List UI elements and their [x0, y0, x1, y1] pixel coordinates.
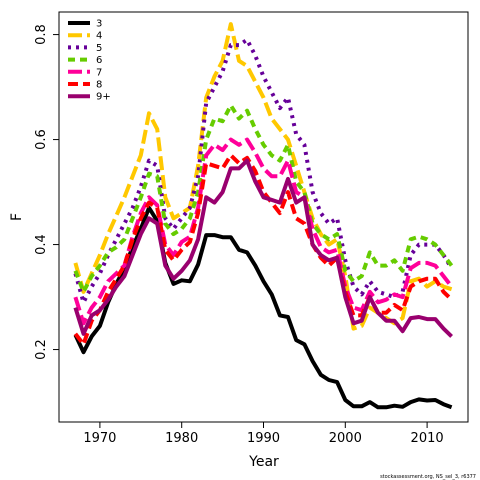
y-tick-label-1: 0.4 — [34, 234, 49, 255]
credit-text: stockassessment.org, NS_sel_3, r6377 — [380, 474, 476, 480]
x-axis-label: Year — [248, 454, 279, 470]
legend-label-8: 8 — [96, 80, 102, 91]
y-tick-label-0: 0.2 — [34, 339, 49, 360]
series-line-5 — [73, 37, 454, 305]
legend-label-5: 5 — [96, 43, 102, 54]
series-line-3 — [73, 205, 453, 410]
series-line-8 — [73, 153, 453, 347]
legend-label-7: 7 — [96, 67, 102, 78]
legend-label-9+: 9+ — [96, 92, 111, 103]
x-tick-label-0: 1970 — [83, 431, 116, 446]
legend-label-3: 3 — [96, 19, 102, 30]
legend-label-4: 4 — [96, 31, 102, 42]
y-axis-label: F — [9, 213, 25, 221]
y-tick-label-3: 0.8 — [34, 24, 49, 45]
series-line-7 — [73, 137, 454, 326]
series-line-6 — [73, 103, 454, 294]
y-tick-label-2: 0.6 — [34, 129, 49, 150]
y-axis: 0.2 0.4 0.6 0.8 — [34, 24, 59, 360]
legend-label-6: 6 — [96, 55, 102, 66]
x-tick-label-3: 2000 — [329, 431, 362, 446]
x-tick-label-2: 1990 — [247, 431, 280, 446]
series-line-9+ — [73, 158, 453, 338]
series-layer — [73, 22, 454, 410]
x-axis: 1970 1980 1990 2000 2010 — [83, 422, 444, 446]
x-tick-label-4: 2010 — [411, 431, 444, 446]
x-tick-label-1: 1980 — [165, 431, 198, 446]
